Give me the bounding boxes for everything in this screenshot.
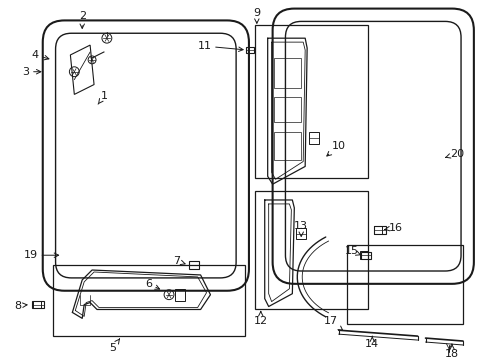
Bar bbox=[373, 226, 381, 234]
Text: 19: 19 bbox=[24, 250, 59, 260]
Text: 13: 13 bbox=[294, 221, 307, 237]
Text: 12: 12 bbox=[253, 311, 267, 326]
Text: 15: 15 bbox=[344, 246, 361, 256]
Text: 8: 8 bbox=[15, 301, 27, 311]
Bar bbox=[254, 25, 367, 178]
Bar bbox=[32, 301, 43, 309]
Bar bbox=[175, 289, 184, 301]
Polygon shape bbox=[70, 45, 94, 94]
Bar bbox=[308, 132, 318, 144]
Bar bbox=[273, 132, 301, 159]
Bar bbox=[53, 265, 244, 336]
Bar bbox=[273, 97, 301, 122]
Text: 16: 16 bbox=[384, 222, 402, 233]
Text: 2: 2 bbox=[79, 12, 85, 28]
Text: 6: 6 bbox=[144, 279, 159, 289]
Text: 9: 9 bbox=[253, 8, 260, 23]
Bar bbox=[296, 228, 305, 239]
Bar bbox=[346, 246, 462, 324]
Text: 14: 14 bbox=[365, 336, 379, 349]
Text: 1: 1 bbox=[98, 91, 107, 104]
Bar bbox=[273, 58, 301, 87]
Bar bbox=[245, 47, 253, 53]
Text: 11: 11 bbox=[197, 41, 243, 51]
Text: 3: 3 bbox=[22, 67, 41, 77]
Bar bbox=[361, 252, 370, 259]
Bar bbox=[33, 301, 41, 309]
Text: 7: 7 bbox=[173, 256, 185, 266]
Bar bbox=[254, 191, 367, 310]
Bar bbox=[360, 251, 367, 259]
Text: 17: 17 bbox=[323, 316, 342, 330]
Text: 5: 5 bbox=[109, 339, 120, 353]
Text: 10: 10 bbox=[326, 141, 345, 156]
Bar bbox=[188, 261, 198, 269]
Text: 4: 4 bbox=[31, 50, 49, 60]
Text: 20: 20 bbox=[445, 149, 463, 159]
Text: 18: 18 bbox=[444, 345, 458, 359]
Bar bbox=[373, 226, 386, 234]
